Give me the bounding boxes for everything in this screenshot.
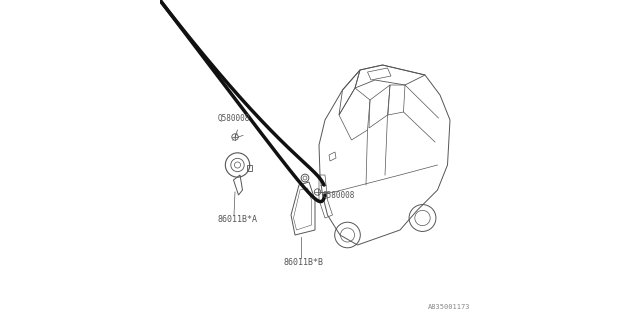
Bar <box>246 165 252 171</box>
Text: A835001173: A835001173 <box>428 304 470 310</box>
Text: 86011B*A: 86011B*A <box>218 215 257 224</box>
Text: 86011B*B: 86011B*B <box>284 258 324 267</box>
Text: Q580008: Q580008 <box>218 114 250 123</box>
Text: Q580008: Q580008 <box>323 190 355 199</box>
